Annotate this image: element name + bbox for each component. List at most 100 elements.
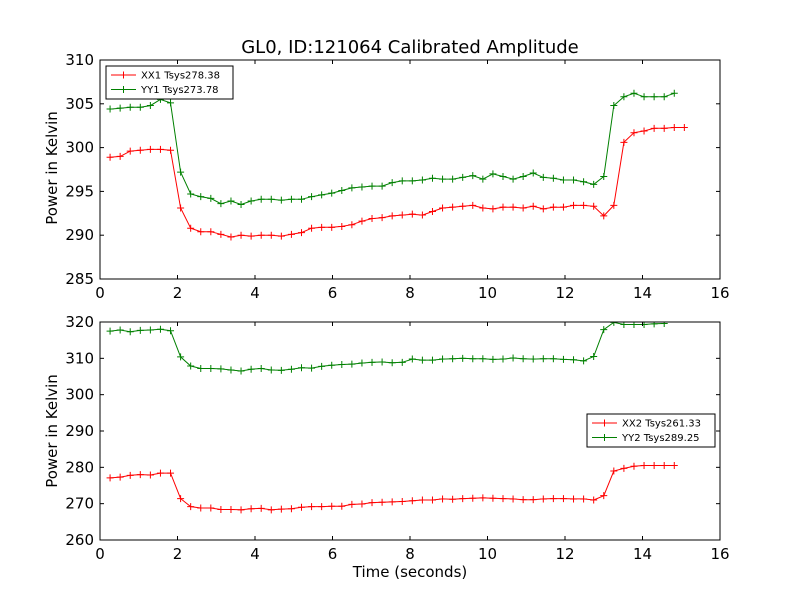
data-point-marker	[398, 177, 406, 185]
data-point-marker	[449, 175, 457, 183]
data-point-marker	[368, 499, 376, 507]
x-tick-label: 2	[173, 545, 183, 563]
data-point-marker	[479, 494, 487, 502]
data-point-marker	[207, 365, 215, 373]
data-point-marker	[146, 145, 154, 153]
data-point-marker	[670, 462, 678, 470]
data-point-marker	[640, 127, 648, 135]
data-point-marker	[509, 495, 517, 503]
data-point-marker	[368, 358, 376, 366]
data-point-marker	[207, 504, 215, 512]
data-point-marker	[217, 200, 225, 208]
x-tick-label: 4	[250, 284, 260, 302]
data-point-marker	[237, 231, 245, 239]
x-tick-label: 6	[328, 545, 338, 563]
data-point-marker	[227, 233, 235, 241]
x-tick-label: 10	[478, 284, 497, 302]
data-point-marker	[227, 505, 235, 513]
data-point-marker	[660, 124, 668, 132]
data-point-marker	[227, 366, 235, 374]
data-point-marker	[630, 129, 638, 137]
data-point-marker	[449, 495, 457, 503]
data-point-marker	[519, 173, 527, 181]
data-point-marker	[539, 205, 547, 213]
data-point-marker	[418, 176, 426, 184]
data-point-marker	[529, 169, 537, 177]
data-point-marker	[257, 504, 265, 512]
data-point-marker	[328, 361, 336, 369]
data-point-marker	[600, 326, 608, 334]
data-point-marker	[620, 93, 628, 101]
data-point-marker	[378, 214, 386, 222]
data-point-marker	[590, 202, 598, 210]
x-tick-label: 0	[95, 284, 105, 302]
data-point-marker	[308, 503, 316, 511]
data-point-marker	[348, 184, 356, 192]
data-point-marker	[156, 145, 164, 153]
data-point-marker	[590, 496, 598, 504]
data-point-marker	[116, 152, 124, 160]
data-point-marker	[539, 355, 547, 363]
data-point-marker	[499, 495, 507, 503]
data-point-marker	[328, 223, 336, 231]
data-point-marker	[136, 146, 144, 154]
data-point-marker	[187, 362, 195, 370]
data-point-marker	[358, 359, 366, 367]
data-point-marker	[428, 174, 436, 182]
data-point-marker	[167, 469, 175, 477]
data-point-marker	[559, 355, 567, 363]
data-point-marker	[338, 222, 346, 230]
y-tick-label: 270	[65, 495, 94, 513]
x-tick-label: 14	[633, 284, 652, 302]
data-point-marker	[368, 215, 376, 223]
data-point-marker	[660, 322, 668, 327]
data-point-marker	[469, 172, 477, 180]
data-point-marker	[348, 500, 356, 508]
data-point-marker	[308, 364, 316, 372]
data-point-marker	[388, 179, 396, 187]
data-point-marker	[338, 502, 346, 510]
y-tick-label: 300	[65, 386, 94, 404]
data-point-marker	[610, 467, 618, 475]
y-tick-label: 310	[65, 51, 94, 69]
data-point-marker	[328, 189, 336, 197]
x-tick-label: 12	[555, 545, 574, 563]
x-tick-label: 6	[328, 284, 338, 302]
data-point-marker	[439, 355, 447, 363]
data-point-marker	[529, 496, 537, 504]
data-point-marker	[509, 203, 517, 211]
data-point-marker	[348, 360, 356, 368]
series-line	[110, 127, 685, 238]
legend-marker	[120, 86, 127, 93]
y-tick-label: 285	[65, 270, 94, 288]
legend-box	[105, 65, 234, 100]
data-point-marker	[459, 173, 467, 181]
y-tick-label: 320	[65, 313, 94, 331]
data-point-marker	[590, 180, 598, 188]
data-point-marker	[630, 89, 638, 97]
data-point-marker	[126, 147, 134, 155]
data-point-marker	[489, 494, 497, 502]
data-point-marker	[469, 201, 477, 209]
data-point-marker	[459, 202, 467, 210]
data-point-marker	[116, 473, 124, 481]
data-point-marker	[650, 322, 658, 328]
data-point-marker	[106, 327, 114, 335]
data-point-marker	[620, 464, 628, 472]
data-point-marker	[549, 174, 557, 182]
data-point-marker	[267, 195, 275, 203]
data-point-marker	[146, 102, 154, 110]
data-point-marker	[529, 202, 537, 210]
series-1-1	[106, 322, 668, 375]
data-point-marker	[187, 190, 195, 198]
data-point-marker	[126, 103, 134, 111]
data-point-marker	[439, 495, 447, 503]
data-point-marker	[479, 355, 487, 363]
data-point-marker	[187, 503, 195, 511]
data-point-marker	[580, 495, 588, 503]
data-point-marker	[489, 355, 497, 363]
data-point-marker	[570, 201, 578, 209]
data-point-marker	[499, 355, 507, 363]
data-point-marker	[459, 354, 467, 362]
data-point-marker	[106, 153, 114, 161]
